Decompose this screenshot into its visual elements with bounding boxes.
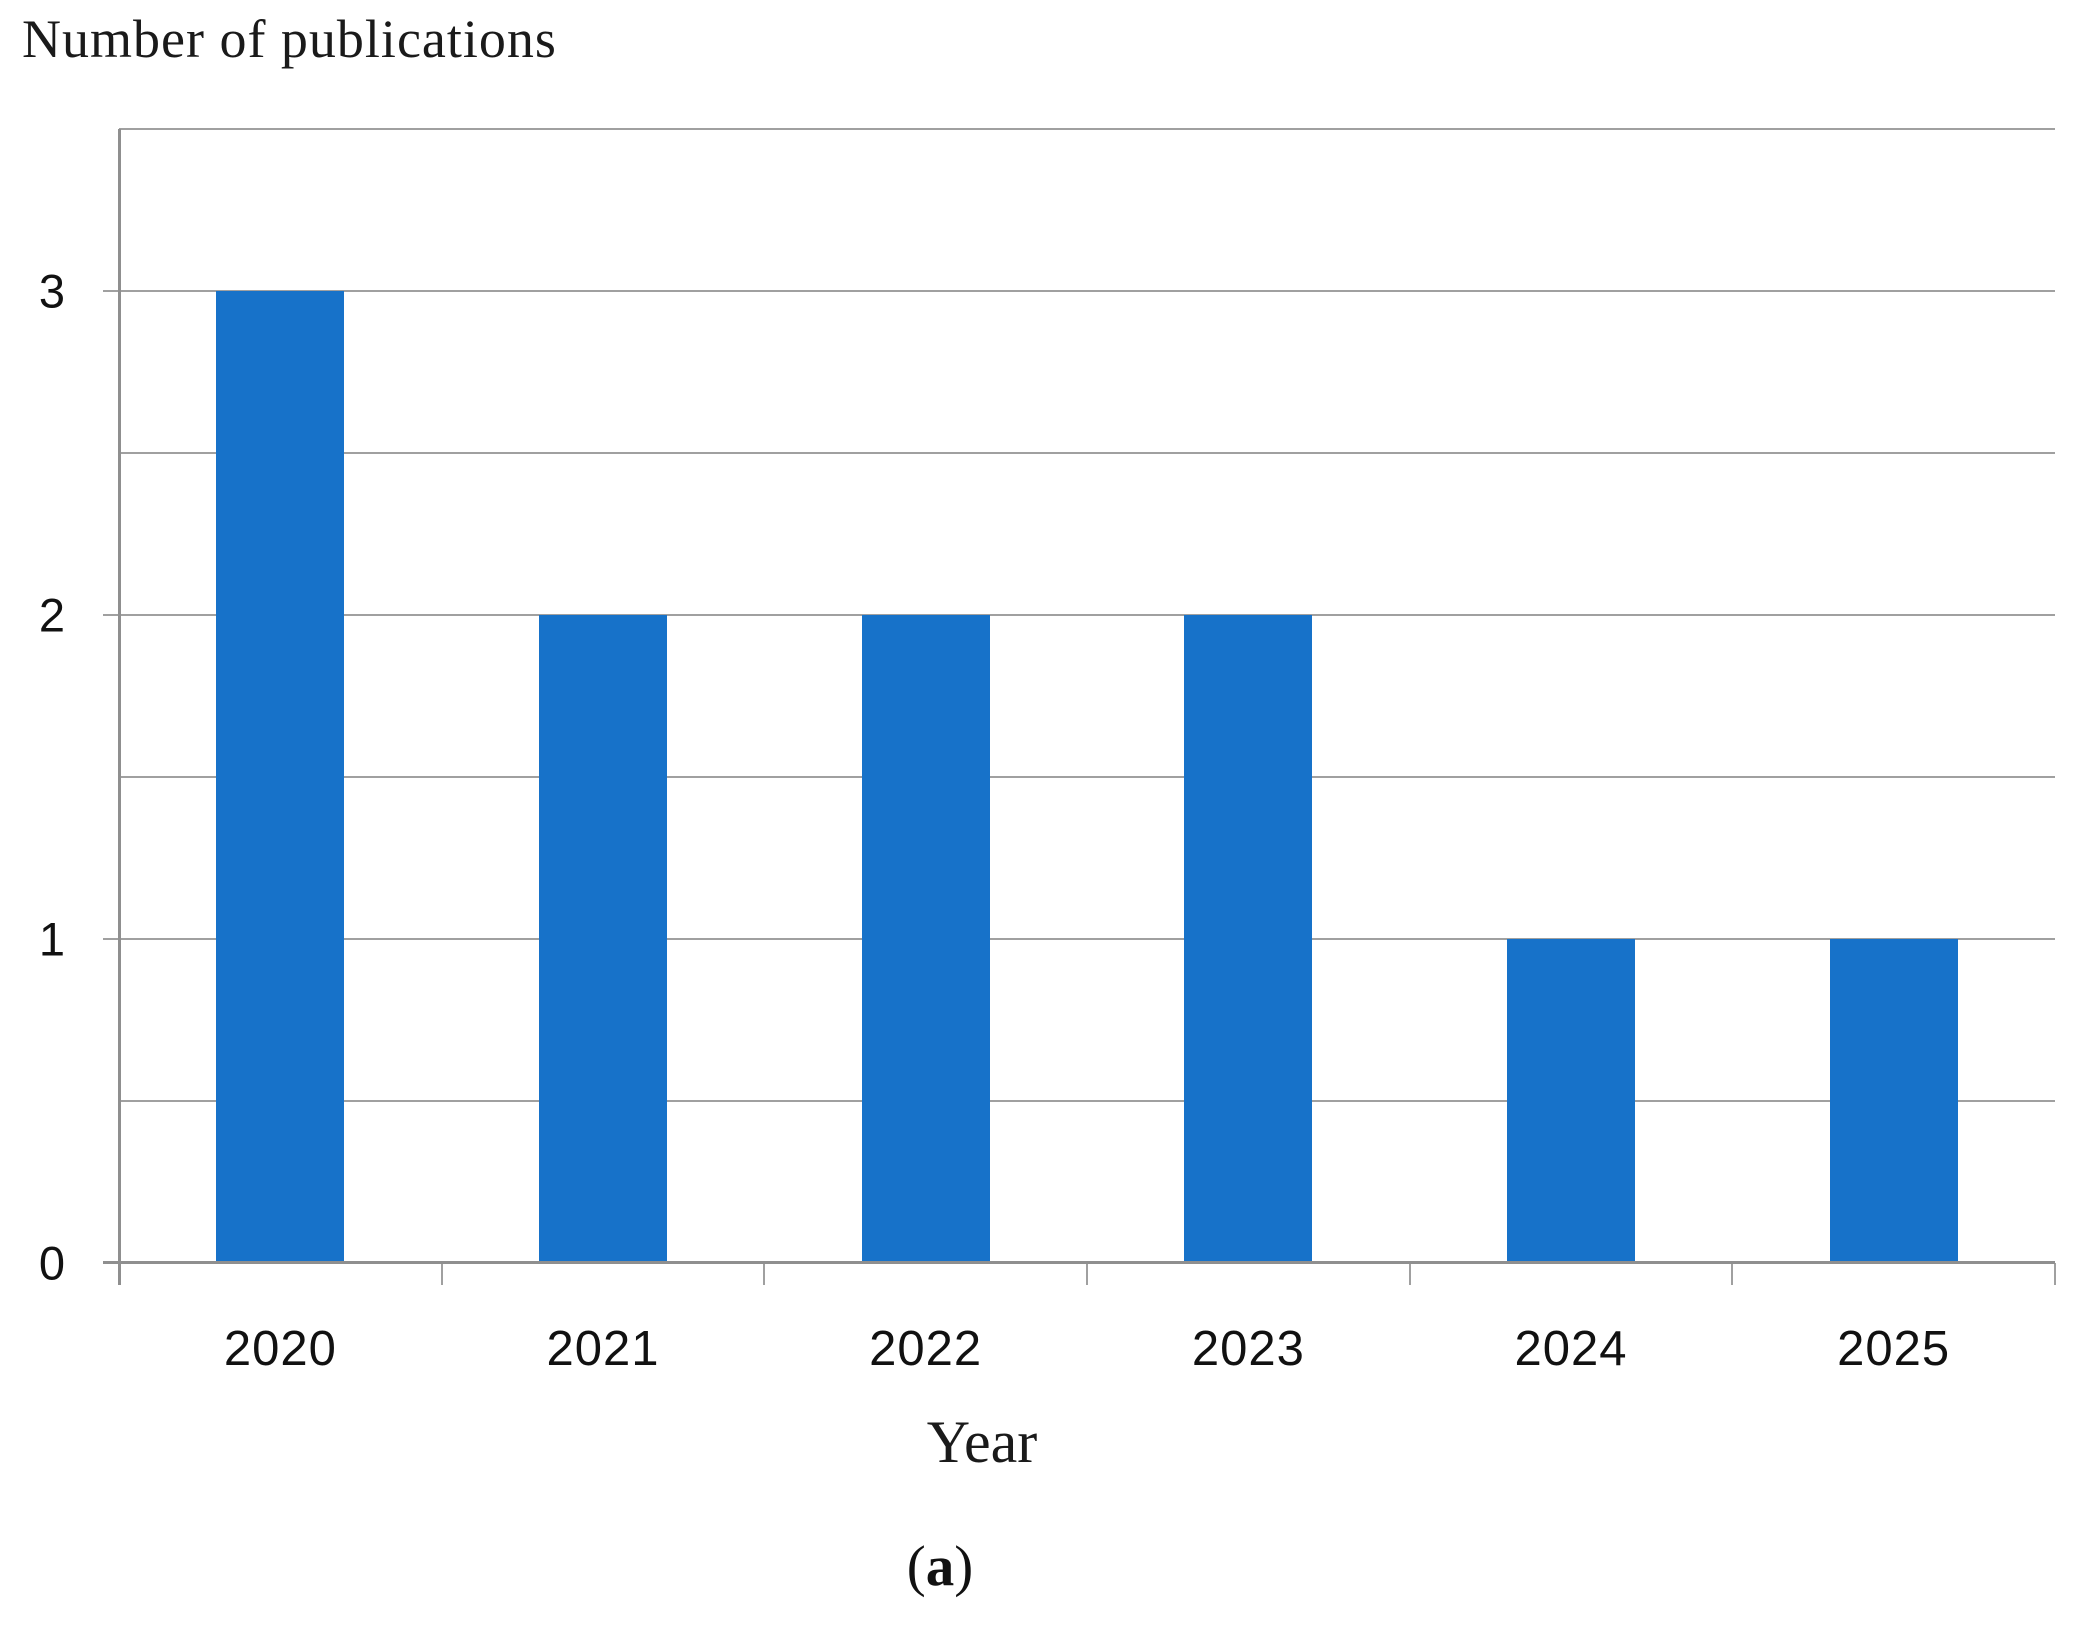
x-axis-tick <box>1731 1263 1734 1285</box>
y-axis-line <box>118 129 121 1285</box>
x-axis-tick <box>2054 1263 2056 1285</box>
caption-open-paren: ( <box>906 1535 926 1598</box>
minor-gridline <box>119 128 2055 130</box>
y-tick-label: 3 <box>38 264 65 318</box>
x-axis-baseline <box>103 1261 2055 1264</box>
x-tick-label: 2022 <box>869 1322 983 1376</box>
x-axis-tick <box>1408 1263 1411 1285</box>
x-axis-tick <box>763 1263 766 1285</box>
bar-2022 <box>861 615 990 1263</box>
bar-2021 <box>539 615 667 1263</box>
major-gridline <box>119 290 2055 292</box>
y-axis-tick <box>103 290 119 292</box>
x-tick-label: 2021 <box>546 1322 660 1376</box>
y-tick-label: 1 <box>38 912 65 966</box>
x-tick-label: 2023 <box>1191 1322 1305 1376</box>
y-tick-label: 0 <box>38 1236 65 1290</box>
chart-title: Number of publications <box>22 9 557 69</box>
x-tick-label: 2025 <box>1837 1322 1951 1376</box>
major-gridline <box>119 938 2055 940</box>
x-axis-tick <box>1086 1263 1088 1285</box>
caption-letter: a <box>925 1535 955 1598</box>
bar-2020 <box>216 291 345 1263</box>
bar-2024 <box>1507 939 1635 1263</box>
x-tick-label: 2024 <box>1514 1322 1628 1376</box>
minor-gridline <box>119 776 2055 778</box>
bar-2023 <box>1184 615 1313 1263</box>
x-axis-tick <box>440 1263 443 1285</box>
caption-close-paren: ) <box>954 1535 974 1598</box>
major-gridline <box>119 614 2055 616</box>
minor-gridline <box>119 452 2055 454</box>
y-tick-label: 2 <box>38 588 65 642</box>
x-tick-label: 2020 <box>223 1322 337 1376</box>
minor-gridline <box>119 1100 2055 1102</box>
bar-2025 <box>1829 939 1958 1263</box>
plot-area: 0 1 2 3 2020 2021 2022 2023 2024 2025 <box>39 128 2056 1374</box>
y-axis-tick <box>103 938 119 940</box>
y-axis-tick <box>103 614 119 616</box>
x-axis-title: Year <box>926 1409 1038 1475</box>
figure-caption: (a) <box>907 1538 973 1595</box>
